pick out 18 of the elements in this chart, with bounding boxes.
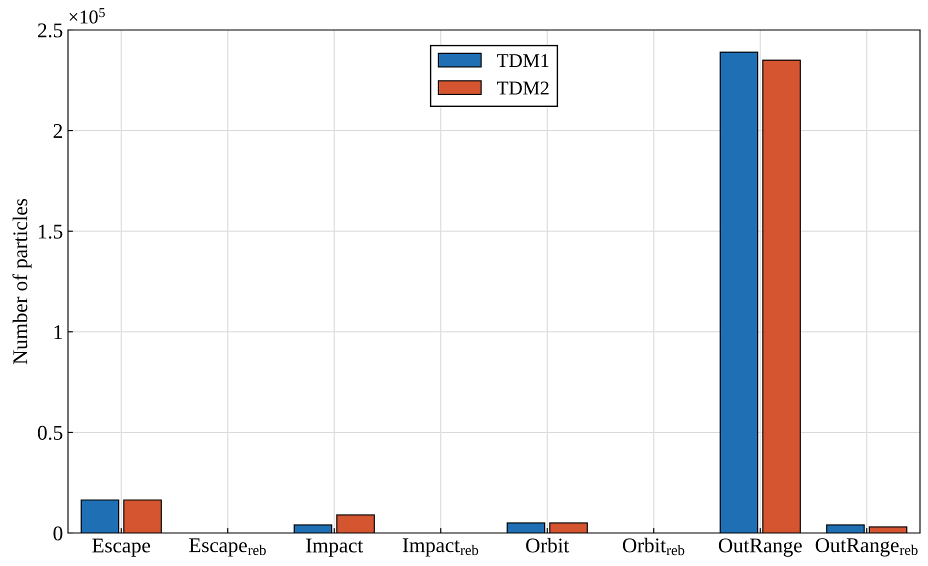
text: ×10$^{5}$ [70, 8, 105, 24]
y-tick-label: 2 [54, 124, 62, 138]
y-tick-label: 0 [54, 526, 62, 540]
x-tick-label: Orbit [526, 538, 570, 553]
x-tick-label: Escape$_{reb}$ [189, 538, 266, 556]
x-tick-label: OutRange$_{reb}$ [816, 538, 918, 557]
legend-label: TDM2 [497, 82, 549, 94]
x-tick-label: Impact [306, 538, 364, 557]
x-tick-label: Orbit$_{reb}$ [622, 538, 684, 556]
y-tick-label: 2.5 [38, 23, 62, 38]
legend-label: TDM1 [497, 54, 548, 67]
x-tick-label: Impact$_{reb}$ [402, 538, 478, 556]
y-tick-label: 1 [54, 325, 62, 340]
x-tick-label: OutRange [718, 538, 802, 557]
y-tick-label: 1.5 [38, 224, 62, 239]
y-axis-title: Number of particles [12, 198, 32, 364]
y-tick-label: 0.5 [38, 426, 62, 440]
x-tick-label: Escape [92, 538, 150, 557]
